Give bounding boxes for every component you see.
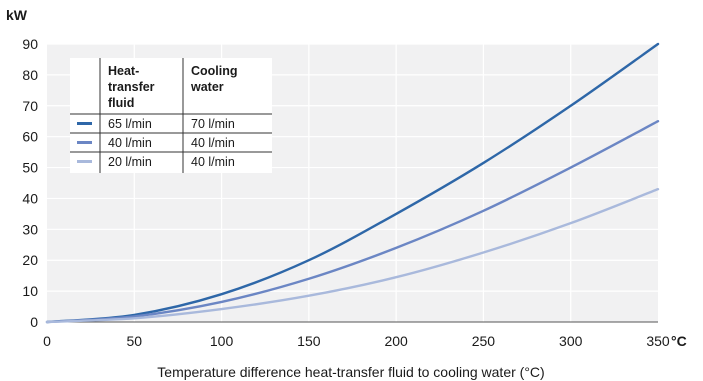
y-tick-label: 30: [22, 221, 38, 237]
y-tick-label: 10: [22, 283, 38, 299]
legend-swatch-3: [77, 160, 92, 163]
x-tick-label: 200: [384, 333, 408, 349]
x-tick-label: 300: [559, 333, 583, 349]
y-tick-label: 40: [22, 190, 38, 206]
legend-header-water-2: water: [190, 80, 224, 94]
legend-header-fluid-2: transfer: [108, 80, 155, 94]
legend-header-fluid-3: fluid: [108, 96, 134, 110]
y-axis-unit: kW: [6, 7, 28, 23]
legend-row-3-water: 40 l/min: [191, 155, 235, 169]
y-tick-label: 60: [22, 129, 38, 145]
legend-row-1-fluid: 65 l/min: [108, 117, 152, 131]
series-line-1: [45, 42, 660, 324]
legend: Heat- transfer fluid Cooling water 65 l/…: [70, 58, 272, 173]
legend-row-2-fluid: 40 l/min: [108, 136, 152, 150]
x-tick-label: 50: [126, 333, 142, 349]
x-axis-unit: °C: [671, 333, 687, 349]
x-tick-label: 350: [646, 333, 670, 349]
x-axis-title: Temperature difference heat-transfer flu…: [157, 364, 544, 380]
x-tick-label: 150: [297, 333, 321, 349]
legend-row-1-water: 70 l/min: [191, 117, 235, 131]
legend-header-fluid-1: Heat-: [108, 64, 139, 78]
legend-swatch-2: [77, 141, 92, 144]
legend-row-2-water: 40 l/min: [191, 136, 235, 150]
x-tick-label: 100: [210, 333, 234, 349]
legend-box: [70, 58, 272, 173]
series-lines: [45, 42, 660, 324]
legend-row-3-fluid: 20 l/min: [108, 155, 152, 169]
series-line-2: [45, 120, 660, 324]
y-tick-label: 90: [22, 36, 38, 52]
legend-swatch-1: [77, 122, 92, 125]
x-tick-label: 250: [472, 333, 496, 349]
y-tick-label: 80: [22, 67, 38, 83]
y-tick-label: 0: [30, 314, 38, 330]
x-tick-label: 0: [43, 333, 51, 349]
legend-header-water-1: Cooling: [191, 64, 238, 78]
series-line-3: [45, 187, 660, 324]
y-tick-labels: 0 10 20 30 40 50 60 70 80 90: [22, 36, 38, 330]
y-tick-label: 50: [22, 160, 38, 176]
x-tick-labels: 0 50 100 150 200 250 300 350: [43, 333, 670, 349]
y-tick-label: 20: [22, 252, 38, 268]
y-tick-label: 70: [22, 98, 38, 114]
